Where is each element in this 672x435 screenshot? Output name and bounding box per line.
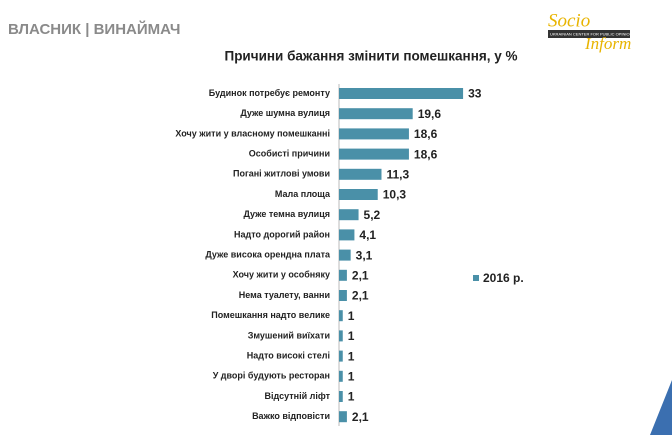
value-label: 1 (348, 309, 355, 323)
bar (339, 189, 378, 200)
value-label: 1 (348, 369, 355, 383)
category-label: Надто дорогий район (234, 229, 330, 239)
bar (339, 209, 359, 221)
bar (339, 88, 464, 99)
category-label: Нема туалету, ванни (239, 290, 330, 300)
bar (339, 391, 343, 402)
bar (339, 168, 382, 180)
bar (339, 128, 409, 140)
value-label: 5,2 (364, 208, 381, 222)
value-label: 1 (348, 329, 355, 343)
category-label: У дворі будують ресторан (213, 371, 330, 381)
category-label: Дуже шумна вулиця (240, 108, 330, 118)
bar (339, 310, 343, 322)
category-label: Важко відповісти (252, 411, 330, 421)
bar (339, 269, 347, 281)
bar (339, 350, 343, 362)
value-label: 19,6 (418, 107, 442, 121)
value-label: 18,6 (414, 147, 438, 161)
bar (339, 411, 347, 423)
chart-title: Причини бажання змінити помешкання, у % (224, 49, 517, 64)
logo-tagline: UKRAINIAN CENTER FOR PUBLIC OPINION RESE… (550, 32, 656, 37)
header-title: ВЛАСНИК | ВИНАЙМАЧ (8, 20, 180, 38)
category-label: Погані житлові умови (233, 169, 330, 179)
category-label: Будинок потребує ремонту (209, 88, 330, 98)
bar (339, 330, 343, 342)
corner-decoration (650, 380, 672, 435)
value-label: 1 (348, 390, 355, 404)
category-label: Відсутній ліфт (265, 391, 331, 401)
category-label: Дуже висока орендна плата (205, 249, 331, 259)
value-label: 2,1 (352, 410, 369, 424)
value-label: 1 (348, 349, 355, 363)
category-label: Дуже темна вулиця (243, 209, 330, 219)
value-label: 4,1 (359, 228, 376, 242)
bar (339, 148, 409, 160)
logo-band (548, 30, 630, 38)
bar (339, 229, 355, 241)
value-label: 2,1 (352, 289, 369, 303)
category-label: Хочу жити у особняку (233, 270, 330, 280)
legend-swatch (473, 275, 479, 281)
value-label: 3,1 (356, 248, 373, 262)
value-label: 33 (468, 87, 482, 101)
bar (339, 370, 343, 382)
legend-label: 2016 р. (483, 271, 524, 285)
category-label: Надто високі стелі (247, 350, 330, 360)
bar (339, 249, 351, 261)
bar (339, 108, 413, 120)
category-label: Мала площа (275, 189, 331, 199)
category-label: Хочу жити у власному помешканні (175, 128, 330, 138)
category-label: Помешкання надто велике (211, 310, 330, 320)
value-label: 11,3 (386, 167, 409, 181)
value-label: 18,6 (414, 127, 438, 141)
category-label: Особисті причини (249, 148, 330, 158)
logo-bottom: Inform (584, 34, 631, 53)
value-label: 10,3 (383, 188, 407, 202)
value-label: 2,1 (352, 268, 369, 282)
logo-top: Socio (548, 10, 590, 31)
category-label: Змушений виїхати (248, 330, 330, 340)
bar (339, 290, 347, 301)
